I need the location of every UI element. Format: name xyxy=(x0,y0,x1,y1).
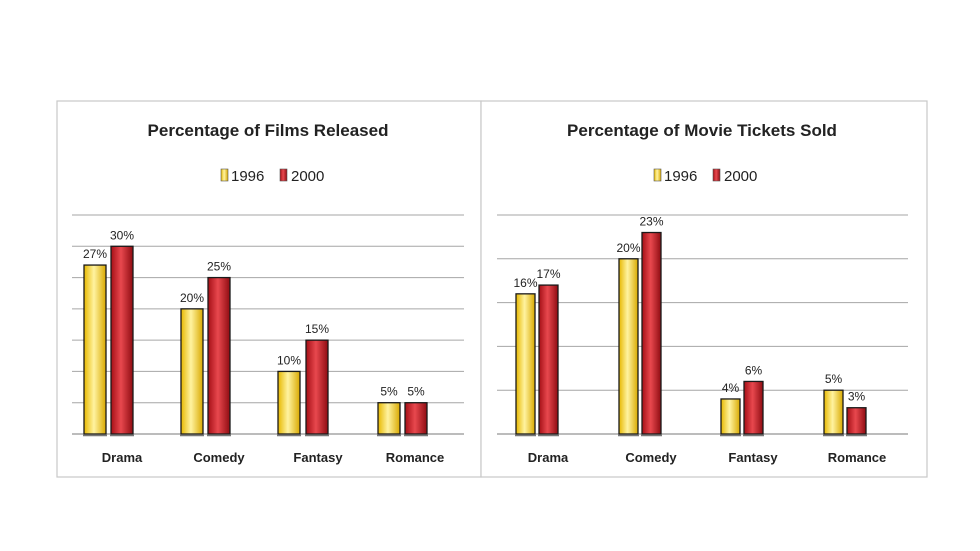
data-label: 4% xyxy=(722,381,740,395)
legend: 1996 2000 xyxy=(220,168,324,185)
bar-1996-comedy xyxy=(180,308,204,435)
chart-tickets-sold: Percentage of Movie Tickets Sold 1996 20… xyxy=(497,121,908,465)
data-label: 5% xyxy=(380,385,398,399)
chart-title: Percentage of Films Released xyxy=(148,121,389,140)
category-label: Fantasy xyxy=(728,450,778,465)
bar-1996-fantasy xyxy=(277,370,301,435)
gridlines xyxy=(497,214,908,435)
category-labels: Drama Comedy Fantasy Romance xyxy=(528,450,887,465)
bar-2000-comedy xyxy=(207,276,231,435)
data-label: 3% xyxy=(848,390,866,404)
category-labels: Drama Comedy Fantasy Romance xyxy=(102,450,445,465)
legend-swatch-1996 xyxy=(653,168,662,182)
data-label: 5% xyxy=(407,385,425,399)
bar-2000-romance xyxy=(404,402,428,435)
category-label: Romance xyxy=(386,450,445,465)
data-label: 25% xyxy=(207,260,231,274)
data-label: 16% xyxy=(513,276,537,290)
bar-1996-romance xyxy=(823,389,844,435)
legend-label-2000: 2000 xyxy=(724,168,757,185)
category-label: Drama xyxy=(102,450,143,465)
legend-label-1996: 1996 xyxy=(664,168,697,185)
data-label: 17% xyxy=(536,267,560,281)
chart-films-released: Percentage of Films Released 1996 2000 2… xyxy=(72,121,464,465)
bar-1996-drama xyxy=(83,264,107,435)
bar-2000-romance xyxy=(846,407,867,435)
bar-1996-drama xyxy=(515,293,536,435)
category-label: Fantasy xyxy=(293,450,343,465)
bar-2000-drama xyxy=(538,284,559,435)
data-label: 6% xyxy=(745,363,763,377)
bar-2000-drama xyxy=(110,245,134,435)
chart-title: Percentage of Movie Tickets Sold xyxy=(567,121,837,140)
data-label: 27% xyxy=(83,247,107,261)
data-label: 20% xyxy=(180,291,204,305)
data-labels: 16% 20% 4% 5% 17% 23% 6% 3% xyxy=(513,215,865,404)
legend-label-2000: 2000 xyxy=(291,168,324,185)
category-label: Drama xyxy=(528,450,569,465)
bar-1996-fantasy xyxy=(720,398,741,435)
category-label: Romance xyxy=(828,450,887,465)
bar-2000-comedy xyxy=(641,231,662,435)
bar-1996-romance xyxy=(377,402,401,435)
data-label: 23% xyxy=(639,215,663,229)
legend-label-1996: 1996 xyxy=(231,168,264,185)
bars xyxy=(515,231,867,437)
data-labels: 27% 20% 10% 5% 30% 25% 15% 5% xyxy=(83,228,425,398)
gridlines xyxy=(72,214,464,435)
data-label: 5% xyxy=(825,372,843,386)
category-label: Comedy xyxy=(625,450,677,465)
legend-swatch-1996 xyxy=(220,168,229,182)
category-label: Comedy xyxy=(193,450,245,465)
data-label: 30% xyxy=(110,228,134,242)
bar-2000-fantasy xyxy=(305,339,329,435)
data-label: 20% xyxy=(616,241,640,255)
legend-swatch-2000 xyxy=(279,168,288,182)
legend-swatch-2000 xyxy=(712,168,721,182)
bars xyxy=(83,245,428,437)
legend: 1996 2000 xyxy=(653,168,757,185)
bar-1996-comedy xyxy=(618,258,639,435)
data-label: 10% xyxy=(277,353,301,367)
bar-2000-fantasy xyxy=(743,380,764,435)
data-label: 15% xyxy=(305,322,329,336)
